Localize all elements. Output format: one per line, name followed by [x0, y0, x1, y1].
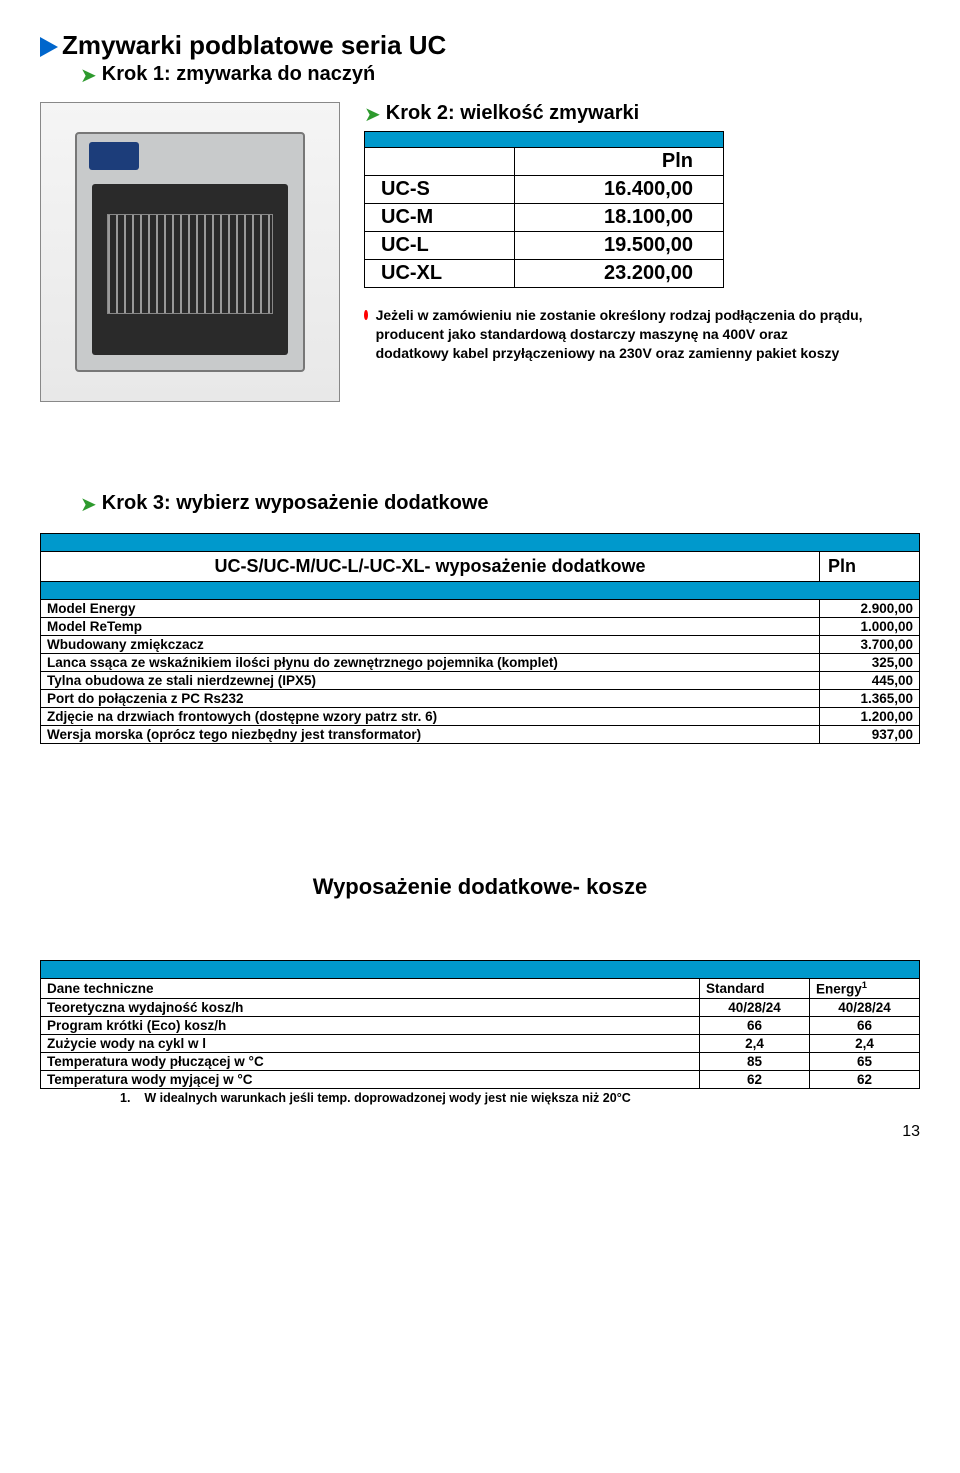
addon-price: 1.000,00: [820, 618, 920, 636]
addon-name: Wbudowany zmiękczacz: [41, 636, 820, 654]
price-row: UC-S 16.400,00: [365, 176, 724, 204]
table-spacer: [41, 961, 920, 979]
step1-text: Krok 1: zmywarka do naczyń: [102, 63, 375, 85]
dishwasher-illustration: [75, 132, 305, 372]
price-header-empty: [365, 148, 515, 176]
addon-price: 937,00: [820, 726, 920, 744]
tech-std: 40/28/24: [700, 998, 810, 1016]
addon-row: Model Energy2.900,00: [41, 600, 920, 618]
tech-header-label: Dane techniczne: [41, 979, 700, 999]
addon-price: 1.200,00: [820, 708, 920, 726]
tech-energy: 62: [810, 1070, 920, 1088]
tech-energy: 2,4: [810, 1034, 920, 1052]
addon-name: Lanca ssąca ze wskaźnikiem ilości płynu …: [41, 654, 820, 672]
title-text: Zmywarki podblatowe seria UC: [62, 30, 446, 60]
table-spacer: [41, 582, 920, 600]
tech-row: Teoretyczna wydajność kosz/h40/28/2440/2…: [41, 998, 920, 1016]
tech-std: 66: [700, 1016, 810, 1034]
step2-text: Krok 2: wielkość zmywarki: [386, 102, 639, 124]
addon-row: Model ReTemp1.000,00: [41, 618, 920, 636]
tech-energy: 66: [810, 1016, 920, 1034]
addon-row: Wersja morska (oprócz tego niezbędny jes…: [41, 726, 920, 744]
addon-name: Tylna obudowa ze stali nierdzewnej (IPX5…: [41, 672, 820, 690]
price-cell: 16.400,00: [515, 176, 724, 204]
tech-energy: 65: [810, 1052, 920, 1070]
addon-name: Zdjęcie na drzwiach frontowych (dostępne…: [41, 708, 820, 726]
addon-header-right: Pln: [820, 552, 920, 582]
addon-price: 2.900,00: [820, 600, 920, 618]
step2-heading: ➤Krok 2: wielkość zmywarki: [364, 102, 920, 125]
model-cell: UC-M: [365, 204, 515, 232]
step3-heading: ➤Krok 3: wybierz wyposażenie dodatkowe: [80, 492, 920, 515]
addon-name: Port do połączenia z PC Rs232: [41, 690, 820, 708]
addon-table: UC-S/UC-M/UC-L/-UC-XL- wyposażenie dodat…: [40, 533, 920, 744]
tech-footnote: 1. W idealnych warunkach jeśli temp. dop…: [40, 1089, 920, 1105]
addon-row: Zdjęcie na drzwiach frontowych (dostępne…: [41, 708, 920, 726]
tech-row: Temperatura wody płuczącej w °C8565: [41, 1052, 920, 1070]
price-cell: 18.100,00: [515, 204, 724, 232]
addon-row: Wbudowany zmiękczacz3.700,00: [41, 636, 920, 654]
addon-header-left: UC-S/UC-M/UC-L/-UC-XL- wyposażenie dodat…: [41, 552, 820, 582]
page-number: 13: [40, 1123, 920, 1141]
tech-row: Program krótki (Eco) kosz/h6666: [41, 1016, 920, 1034]
price-row: UC-L 19.500,00: [365, 232, 724, 260]
tech-std: 85: [700, 1052, 810, 1070]
tech-header-energy: Energy1: [810, 979, 920, 999]
footnote-marker: 1.: [120, 1091, 130, 1105]
tech-row: Zużycie wody na cykl w l2,42,4: [41, 1034, 920, 1052]
addon-price: 325,00: [820, 654, 920, 672]
model-cell: UC-S: [365, 176, 515, 204]
tech-label: Temperatura wody płuczącej w °C: [41, 1052, 700, 1070]
addon-price: 3.700,00: [820, 636, 920, 654]
tech-label: Teoretyczna wydajność kosz/h: [41, 998, 700, 1016]
addon-price: 445,00: [820, 672, 920, 690]
tech-std: 2,4: [700, 1034, 810, 1052]
addon-row: Port do połączenia z PC Rs2321.365,00: [41, 690, 920, 708]
tech-label: Temperatura wody myjącej w °C: [41, 1070, 700, 1088]
addon-name: Wersja morska (oprócz tego niezbędny jes…: [41, 726, 820, 744]
price-row: UC-M 18.100,00: [365, 204, 724, 232]
price-cell: 23.200,00: [515, 260, 724, 288]
price-table: Pln UC-S 16.400,00 UC-M 18.100,00 UC-L 1…: [364, 131, 724, 288]
table-spacer: [365, 132, 724, 148]
tech-energy: 40/28/24: [810, 998, 920, 1016]
addon-row: Tylna obudowa ze stali nierdzewnej (IPX5…: [41, 672, 920, 690]
tech-label: Program krótki (Eco) kosz/h: [41, 1016, 700, 1034]
tech-table: Dane techniczne Standard Energy1 Teorety…: [40, 960, 920, 1089]
price-header: Pln: [515, 148, 724, 176]
note-block: Jeżeli w zamówieniu nie zostanie określo…: [364, 306, 864, 363]
addon-price: 1.365,00: [820, 690, 920, 708]
chevron-right-icon: ➤: [364, 105, 381, 125]
addon-name: Model ReTemp: [41, 618, 820, 636]
price-cell: 19.500,00: [515, 232, 724, 260]
section-heading: Wyposażenie dodatkowe- kosze: [40, 874, 920, 900]
step3-text: Krok 3: wybierz wyposażenie dodatkowe: [102, 492, 489, 514]
addon-name: Model Energy: [41, 600, 820, 618]
addon-row: Lanca ssąca ze wskaźnikiem ilości płynu …: [41, 654, 920, 672]
tech-std: 62: [700, 1070, 810, 1088]
product-image: [40, 102, 340, 402]
footnote-text: W idealnych warunkach jeśli temp. doprow…: [144, 1091, 630, 1105]
table-spacer: [41, 534, 920, 552]
arrow-right-icon: [40, 37, 58, 57]
chevron-right-icon: ➤: [80, 66, 97, 86]
chevron-right-icon: ➤: [80, 495, 97, 515]
tech-header-std: Standard: [700, 979, 810, 999]
tech-label: Zużycie wody na cykl w l: [41, 1034, 700, 1052]
price-row: UC-XL 23.200,00: [365, 260, 724, 288]
step1-heading: ➤Krok 1: zmywarka do naczyń: [80, 63, 920, 86]
bullet-dot-icon: [364, 310, 368, 320]
model-cell: UC-XL: [365, 260, 515, 288]
tech-row: Temperatura wody myjącej w °C6262: [41, 1070, 920, 1088]
note-text: Jeżeli w zamówieniu nie zostanie określo…: [376, 306, 864, 363]
page-title: Zmywarki podblatowe seria UC: [40, 30, 920, 61]
model-cell: UC-L: [365, 232, 515, 260]
